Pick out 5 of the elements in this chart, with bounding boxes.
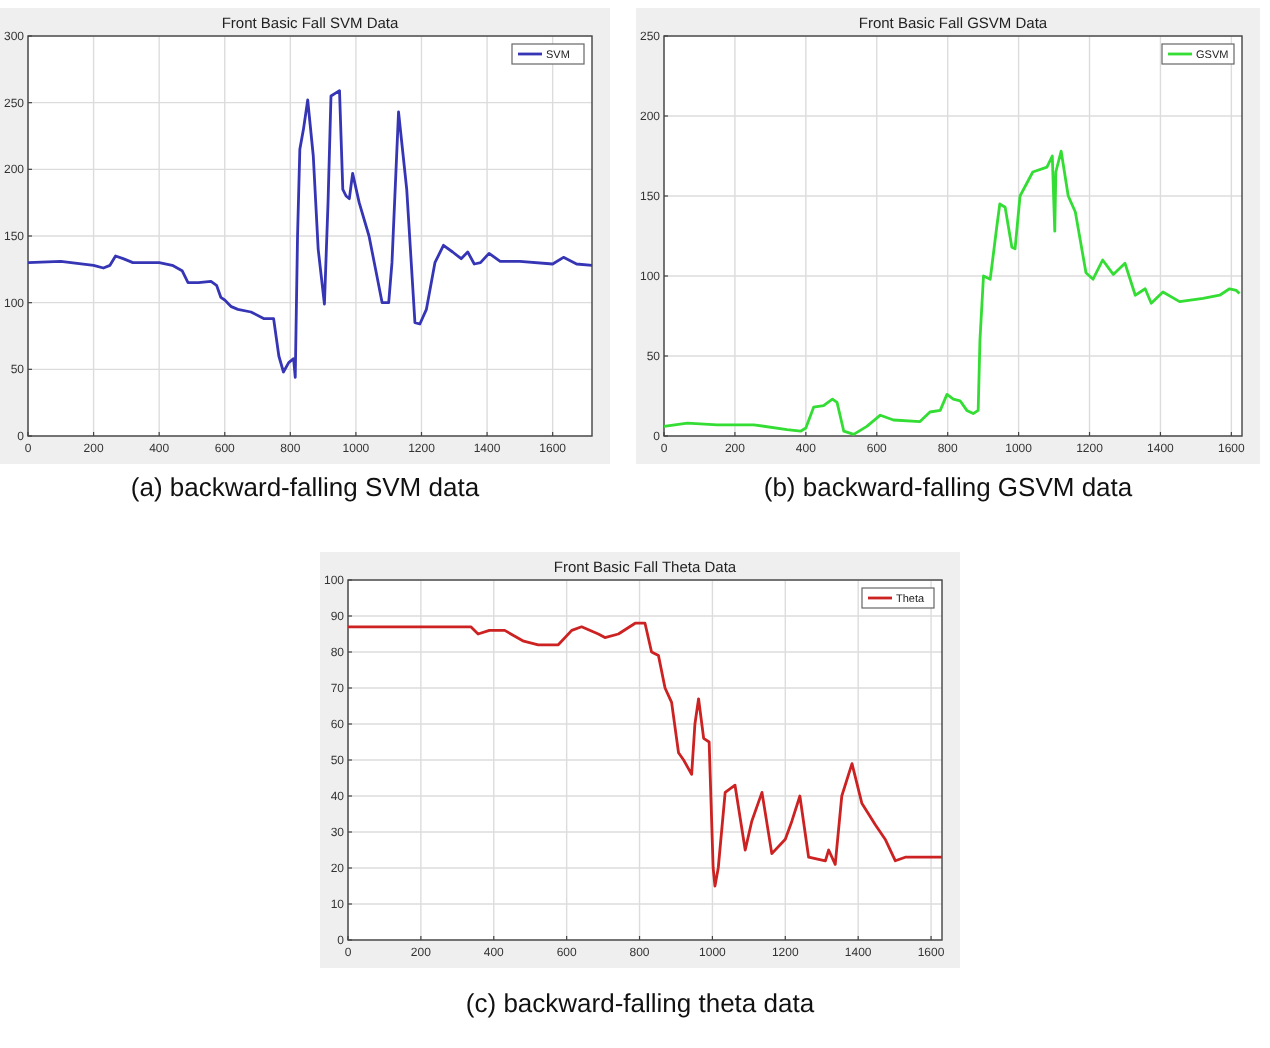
line-series [26,89,594,379]
line-series [346,621,944,888]
text: (b) backward-falling GSVM data [763,472,1134,502]
text: (c) backward-falling theta data [465,988,816,1018]
text: (a) backward-falling SVM data [130,472,481,502]
